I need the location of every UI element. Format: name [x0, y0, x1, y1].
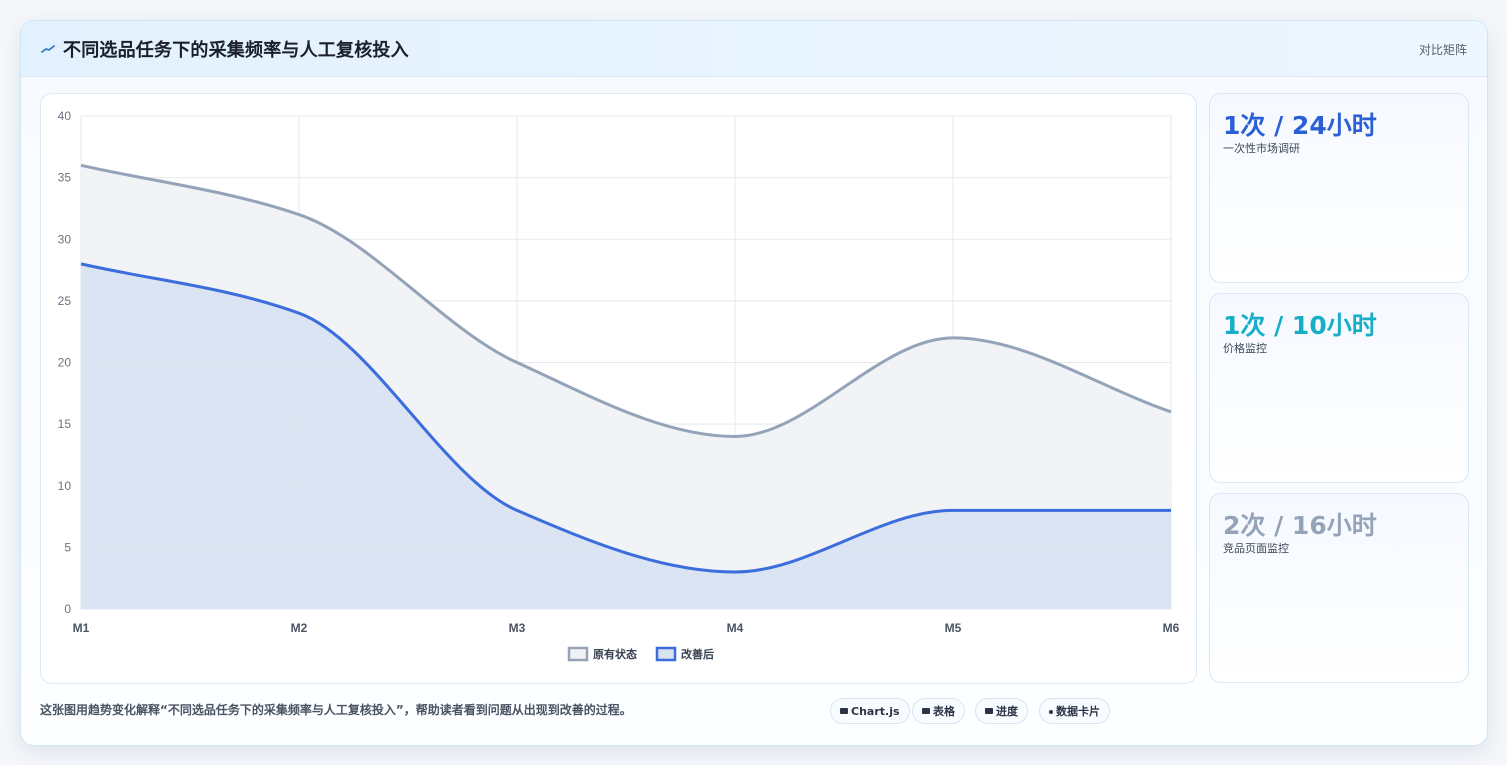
- progress-icon: [985, 708, 993, 714]
- series-line-2: [80, 262, 1171, 574]
- x-tick-label: M3: [509, 621, 526, 635]
- card-header: 不同选品任务下的采集频率与人工复核投入 对比矩阵: [21, 21, 1487, 77]
- y-tick-label: 35: [58, 171, 72, 185]
- kpi-label-2: 价格监控: [1223, 342, 1267, 355]
- y-tick-label: 20: [58, 356, 72, 370]
- x-tick-label: M2: [291, 621, 308, 635]
- pill-chartjs[interactable]: Chart.js: [830, 698, 910, 724]
- sparkline-icon: [41, 45, 55, 53]
- legend-label-2: 改善后: [681, 647, 714, 661]
- legend-swatch-1: [567, 646, 589, 662]
- kpi-card-1: 1次 / 24小时 一次性市场调研: [1209, 93, 1469, 283]
- series-line-1: [80, 163, 1172, 438]
- pill-label: Chart.js: [851, 705, 900, 718]
- pill-table[interactable]: 表格: [912, 698, 965, 724]
- kpi-card-3: 2次 / 16小时 竞品页面监控: [1209, 493, 1469, 683]
- pill-data-card[interactable]: 数据卡片: [1039, 698, 1110, 724]
- chart-card: 不同选品任务下的采集频率与人工复核投入 对比矩阵 0 5 10 15 20 25 30 35 4…: [20, 20, 1488, 746]
- card-icon: [1049, 710, 1053, 714]
- header-tag: 对比矩阵: [1418, 43, 1467, 57]
- kpi-label-3: 竞品页面监控: [1223, 542, 1289, 555]
- kpi-card-2: 1次 / 10小时 价格监控: [1209, 293, 1469, 483]
- y-tick-label: 0: [64, 602, 71, 616]
- x-tick-label: M5: [945, 621, 962, 635]
- legend-label-1: 原有状态: [593, 647, 637, 661]
- pill-progress[interactable]: 进度: [975, 698, 1028, 724]
- pill-label: 表格: [933, 705, 955, 718]
- trend-chart: 0 5 10 15 20 25 30 35 40 M1 M2 M3 M4 M5 M6 原有状态 改善后: [58, 109, 1180, 662]
- y-tick-label: 5: [64, 540, 71, 554]
- table-icon: [922, 708, 930, 714]
- chart-panel: 0 5 10 15 20 25 30 35 40 M1 M2 M3 M4 M5 M6 原有状态 改善后: [40, 93, 1197, 684]
- x-tick-label: M1: [73, 621, 90, 635]
- kpi-value-3: 2次 / 16小时: [1223, 511, 1377, 540]
- x-tick-label: M4: [727, 621, 744, 635]
- y-tick-label: 10: [58, 479, 72, 493]
- page-title: 不同选品任务下的采集频率与人工复核投入: [63, 40, 409, 61]
- pill-label: 进度: [996, 705, 1018, 718]
- chart-description: 这张图用趋势变化解释“不同选品任务下的采集频率与人工复核投入”，帮助读者看到问题…: [40, 703, 632, 717]
- kpi-value-2: 1次 / 10小时: [1223, 311, 1377, 340]
- y-tick-label: 15: [58, 417, 72, 431]
- series-area-2: [81, 263, 1171, 609]
- pill-label: 数据卡片: [1056, 705, 1100, 718]
- y-tick-label: 40: [58, 109, 72, 123]
- kpi-label-1: 一次性市场调研: [1223, 142, 1300, 155]
- y-tick-label: 30: [58, 232, 72, 246]
- chart-icon: [840, 708, 848, 714]
- x-tick-label: M6: [1163, 621, 1180, 635]
- y-tick-label: 25: [58, 294, 72, 308]
- legend-swatch-2: [655, 646, 677, 662]
- kpi-value-1: 1次 / 24小时: [1223, 111, 1377, 140]
